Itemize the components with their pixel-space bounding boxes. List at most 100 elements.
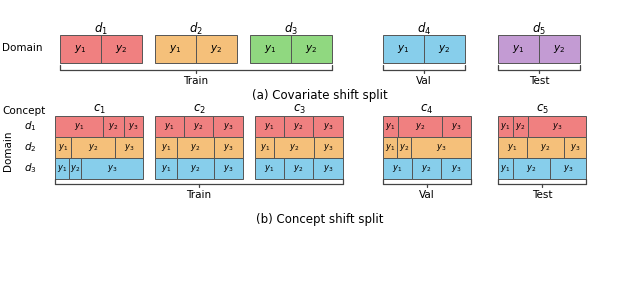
Text: $y_3$: $y_3$ (128, 121, 138, 132)
Text: $y_1$: $y_1$ (74, 121, 84, 132)
Text: $y_1$: $y_1$ (170, 43, 182, 55)
Text: $y_3$: $y_3$ (124, 142, 134, 153)
Bar (564, 137, 586, 158)
Bar (498, 158, 513, 179)
Text: Test: Test (532, 190, 552, 200)
Text: $y_1$: $y_1$ (161, 142, 171, 153)
Bar (250, 35, 291, 63)
Text: $y_3$: $y_3$ (223, 121, 233, 132)
Bar (155, 35, 196, 63)
Text: $y_1$: $y_1$ (74, 43, 86, 55)
Text: $y_3$: $y_3$ (323, 163, 333, 174)
Text: Domain: Domain (3, 131, 13, 171)
Text: $y_1$: $y_1$ (58, 142, 68, 153)
Text: $y_2$: $y_2$ (211, 43, 223, 55)
Text: $y_2$: $y_2$ (526, 163, 536, 174)
Bar (498, 35, 539, 63)
Bar (313, 116, 343, 137)
Text: $d_4$: $d_4$ (417, 21, 431, 37)
Text: $y_3$: $y_3$ (323, 121, 333, 132)
Text: $y_1$: $y_1$ (161, 163, 171, 174)
Bar (424, 35, 465, 63)
Text: $y_2$: $y_2$ (554, 43, 566, 55)
Text: $d_2$: $d_2$ (189, 21, 203, 37)
Bar (115, 137, 143, 158)
Text: $y_1$: $y_1$ (385, 142, 395, 153)
Text: $y_1$: $y_1$ (164, 121, 175, 132)
Bar (498, 137, 527, 158)
Bar (69, 158, 81, 179)
Text: $d_3$: $d_3$ (284, 21, 298, 37)
Bar (155, 158, 177, 179)
Bar (527, 137, 564, 158)
Bar (214, 137, 243, 158)
Bar (60, 35, 101, 63)
Text: Val: Val (419, 190, 435, 200)
Bar (314, 137, 343, 158)
Text: $y_1$: $y_1$ (500, 121, 511, 132)
Text: $y_1$: $y_1$ (385, 121, 396, 132)
Text: $y_1$: $y_1$ (512, 43, 525, 55)
Bar (442, 116, 471, 137)
Text: $y_2$: $y_2$ (190, 142, 200, 153)
Text: $y_2$: $y_2$ (190, 163, 200, 174)
Text: $d_1$: $d_1$ (94, 21, 108, 37)
Bar (155, 137, 177, 158)
Text: $y_1$: $y_1$ (508, 142, 518, 153)
Text: $y_1$: $y_1$ (57, 163, 67, 174)
Text: $y_3$: $y_3$ (451, 163, 461, 174)
Text: $d_5$: $d_5$ (532, 21, 546, 37)
Text: $y_1$: $y_1$ (264, 163, 275, 174)
Text: $y_2$: $y_2$ (415, 121, 425, 132)
Text: $y_3$: $y_3$ (451, 121, 461, 132)
Text: $y_3$: $y_3$ (223, 142, 234, 153)
Text: $y_2$: $y_2$ (293, 121, 304, 132)
Text: $y_2$: $y_2$ (540, 142, 550, 153)
Bar (411, 137, 471, 158)
Text: $y_1$: $y_1$ (264, 121, 275, 132)
Bar (528, 116, 586, 137)
Bar (291, 35, 332, 63)
Text: $y_2$: $y_2$ (193, 121, 204, 132)
Text: $y_3$: $y_3$ (552, 121, 562, 132)
Text: $y_3$: $y_3$ (223, 163, 234, 174)
Bar (55, 137, 71, 158)
Bar (213, 116, 243, 137)
Text: $y_1$: $y_1$ (264, 43, 276, 55)
Text: $c_3$: $c_3$ (292, 103, 305, 115)
Text: $y_1$: $y_1$ (397, 43, 410, 55)
Text: Val: Val (416, 76, 432, 86)
Text: $y_2$: $y_2$ (438, 43, 451, 55)
Text: $y_2$: $y_2$ (70, 163, 80, 174)
Text: $y_3$: $y_3$ (323, 142, 333, 153)
Text: $c_1$: $c_1$ (93, 103, 106, 115)
Text: $y_1$: $y_1$ (260, 142, 270, 153)
Bar (498, 116, 513, 137)
Text: $c_4$: $c_4$ (420, 103, 434, 115)
Bar (441, 158, 471, 179)
Text: Train: Train (186, 190, 212, 200)
Bar (284, 158, 313, 179)
Bar (255, 158, 284, 179)
Text: $c_5$: $c_5$ (536, 103, 548, 115)
Bar (255, 116, 284, 137)
Text: $y_3$: $y_3$ (570, 142, 580, 153)
Text: $y_2$: $y_2$ (108, 121, 118, 132)
Text: $y_3$: $y_3$ (106, 163, 117, 174)
Bar (383, 116, 398, 137)
Text: $d_2$: $d_2$ (24, 140, 36, 154)
Text: (b) Concept shift split: (b) Concept shift split (256, 212, 384, 225)
Text: $d_1$: $d_1$ (24, 120, 36, 133)
Bar (214, 158, 243, 179)
Bar (397, 137, 411, 158)
Bar (196, 35, 237, 63)
Text: (a) Covariate shift split: (a) Covariate shift split (252, 89, 388, 101)
Text: $c_2$: $c_2$ (193, 103, 205, 115)
Bar (313, 158, 343, 179)
Bar (550, 158, 586, 179)
Bar (383, 35, 424, 63)
Text: Train: Train (184, 76, 209, 86)
Bar (81, 158, 143, 179)
Text: $y_1$: $y_1$ (500, 163, 511, 174)
Text: $y_2$: $y_2$ (305, 43, 317, 55)
